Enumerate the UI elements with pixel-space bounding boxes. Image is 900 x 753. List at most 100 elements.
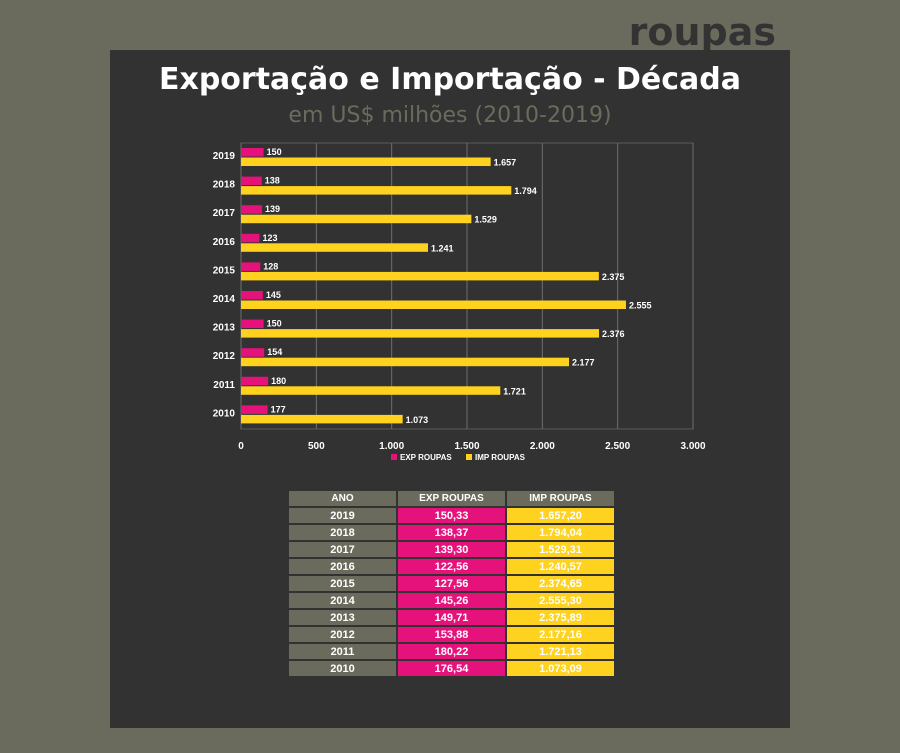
header-imp: IMP ROUPAS [507, 491, 614, 506]
cell-imp: 1.073,09 [507, 661, 614, 676]
data-label-exp: 139 [265, 204, 280, 214]
data-label-imp: 2.177 [572, 358, 595, 368]
cell-exp: 149,71 [398, 610, 505, 625]
table-header-row: ANO EXP ROUPAS IMP ROUPAS [289, 491, 614, 506]
cell-ano: 2019 [289, 508, 396, 523]
bar-exp [241, 319, 264, 329]
legend-label-exp: EXP ROUPAS [400, 453, 452, 462]
cell-exp: 150,33 [398, 508, 505, 523]
y-category-label: 2019 [213, 151, 236, 162]
cell-exp: 138,37 [398, 525, 505, 540]
y-category-label: 2016 [213, 237, 236, 248]
x-tick-label: 2.000 [530, 441, 555, 452]
bar-exp [241, 405, 268, 414]
x-tick-label: 3.000 [680, 441, 705, 452]
bar-imp [241, 214, 472, 224]
y-category-label: 2018 [213, 180, 236, 191]
x-tick-label: 1.500 [454, 441, 479, 452]
x-tick-label: 0 [238, 441, 244, 452]
y-category-label: 2010 [213, 408, 236, 419]
cell-imp: 1.657,20 [507, 508, 614, 523]
bar-exp [241, 262, 261, 271]
legend-swatch-exp [391, 454, 397, 460]
cell-ano: 2016 [289, 559, 396, 574]
cell-exp: 145,26 [398, 593, 505, 608]
data-label-imp: 1.721 [503, 386, 526, 396]
x-tick-label: 1.000 [379, 441, 404, 452]
table-row: 2011 180,22 1.721,13 [289, 644, 614, 659]
cell-exp: 127,56 [398, 576, 505, 591]
cell-imp: 2.177,16 [507, 627, 614, 642]
brand-logo-text: roupas [628, 10, 776, 54]
cell-ano: 2012 [289, 627, 396, 642]
cell-ano: 2014 [289, 593, 396, 608]
data-label-imp: 1.794 [514, 186, 537, 196]
cell-imp: 1.721,13 [507, 644, 614, 659]
cell-imp: 2.555,30 [507, 593, 614, 608]
data-label-imp: 2.555 [629, 301, 652, 311]
cell-imp: 1.794,04 [507, 525, 614, 540]
cell-exp: 176,54 [398, 661, 505, 676]
y-category-label: 2011 [213, 380, 235, 391]
bar-exp [241, 291, 263, 300]
data-label-exp: 177 [271, 404, 286, 414]
cell-exp: 139,30 [398, 542, 505, 557]
y-category-label: 2014 [213, 294, 236, 305]
y-category-label: 2012 [213, 351, 236, 362]
bar-imp [241, 271, 599, 281]
data-label-exp: 154 [267, 347, 282, 357]
data-label-imp: 2.375 [602, 272, 625, 282]
bar-imp [241, 243, 428, 252]
cell-imp: 1.240,57 [507, 559, 614, 574]
data-label-imp: 1.241 [431, 243, 454, 253]
cell-imp: 2.375,89 [507, 610, 614, 625]
chart-title: Exportação e Importação - Década [158, 62, 742, 97]
bar-exp [241, 376, 269, 386]
bar-chart: 0 500 1.000 1.500 2.000 2.500 3.000 2019 150 1.65… [213, 142, 706, 462]
data-label-exp: 145 [266, 290, 281, 300]
table-row: 2015 127,56 2.374,65 [289, 576, 614, 591]
legend-label-imp: IMP ROUPAS [475, 453, 526, 462]
data-label-exp: 123 [263, 233, 278, 243]
data-label-exp: 138 [265, 176, 280, 186]
y-category-label: 2015 [213, 265, 236, 276]
cell-imp: 2.374,65 [507, 576, 614, 591]
cell-exp: 180,22 [398, 644, 505, 659]
cell-ano: 2018 [289, 525, 396, 540]
cell-ano: 2013 [289, 610, 396, 625]
bar-exp [241, 176, 262, 186]
data-label-exp: 128 [263, 261, 278, 271]
x-tick-label: 500 [308, 441, 325, 452]
bar-imp [241, 357, 570, 367]
table-row: 2018 138,37 1.794,04 [289, 525, 614, 540]
bar-imp [241, 414, 403, 424]
data-label-imp: 1.073 [406, 415, 429, 425]
bar-imp [241, 186, 512, 195]
y-category-label: 2013 [213, 323, 236, 334]
cell-exp: 153,88 [398, 627, 505, 642]
data-label-exp: 150 [267, 147, 282, 157]
cell-ano: 2011 [289, 644, 396, 659]
chart-subtitle: em US$ milhões (2010-2019) [288, 103, 612, 128]
table-row: 2010 176,54 1.073,09 [289, 661, 614, 676]
data-label-exp: 180 [271, 376, 286, 386]
data-label-imp: 1.657 [494, 158, 517, 168]
x-tick-label: 2.500 [605, 441, 630, 452]
data-table: ANO EXP ROUPAS IMP ROUPAS 2019 150,33 1.… [287, 489, 616, 678]
data-label-imp: 1.529 [474, 215, 497, 225]
bar-imp [241, 329, 599, 338]
bar-imp [241, 300, 626, 309]
table-row: 2012 153,88 2.177,16 [289, 627, 614, 642]
table-row: 2014 145,26 2.555,30 [289, 593, 614, 608]
cell-imp: 1.529,31 [507, 542, 614, 557]
bar-exp [241, 348, 265, 357]
data-label-exp: 150 [267, 319, 282, 329]
table-row: 2013 149,71 2.375,89 [289, 610, 614, 625]
y-category-label: 2017 [213, 208, 236, 219]
bar-imp [241, 157, 491, 166]
cell-ano: 2015 [289, 576, 396, 591]
bar-exp [241, 233, 260, 243]
header-exp: EXP ROUPAS [398, 491, 505, 506]
cell-ano: 2010 [289, 661, 396, 676]
bar-exp [241, 148, 264, 157]
